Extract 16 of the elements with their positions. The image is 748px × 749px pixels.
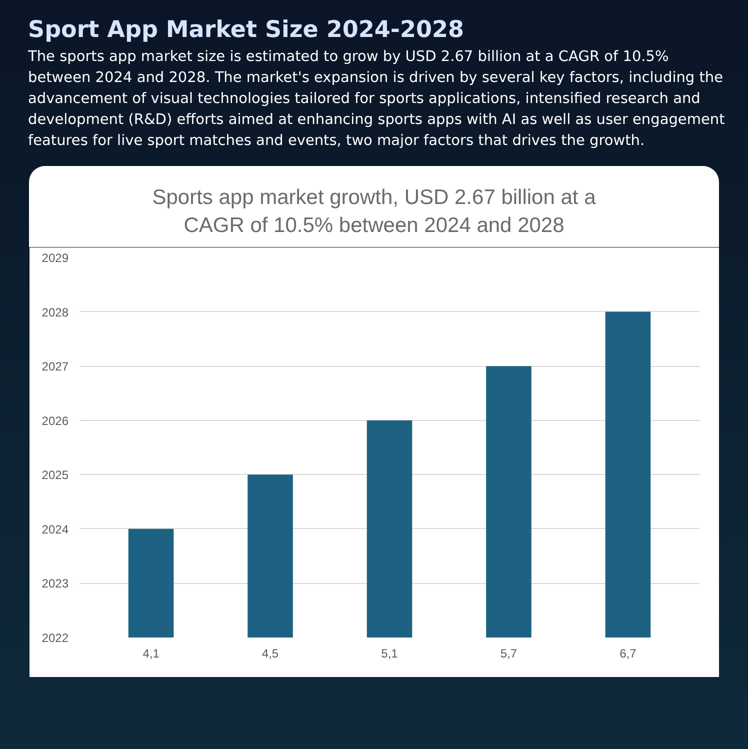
- y-tick-label: 2024: [42, 522, 69, 536]
- x-tick-label: 4,1: [142, 646, 160, 660]
- y-tick-label: 2028: [42, 304, 69, 319]
- x-tick-label: 5,7: [500, 646, 518, 660]
- text: Sport App Market Size 2024-2028: [28, 16, 464, 45]
- y-tick-label: 2029: [42, 250, 69, 265]
- y-tick-label: 2027: [42, 359, 69, 374]
- y-tick-label: 2022: [42, 630, 69, 645]
- chart-title: Sports app market growth, USD 2.67 billion at a CAGR of 10.5% between 2024 and 2028: [151, 184, 597, 240]
- y-tick-label: 2025: [42, 468, 69, 482]
- x-tick-label: 5,1: [381, 646, 398, 660]
- y-tick-label: 2023: [42, 576, 69, 590]
- text: The sports app market size is estimated to grow by USD 2.67 billion at a CAGR of 10.5% between 2024 and 2028. The market's expansion is driven by several key factors, including the advancement of visual technologies tailored for sports applications, intensified research and development (R&D) efforts aimed at enhancing sports apps with AI as well as user engagement features for live sport matches and events, two major factors that drives the growth.: [28, 48, 726, 151]
- y-tick-label: 2026: [42, 413, 69, 428]
- x-tick-label: 6,7: [620, 646, 637, 660]
- x-tick-label: 4,5: [262, 646, 279, 660]
